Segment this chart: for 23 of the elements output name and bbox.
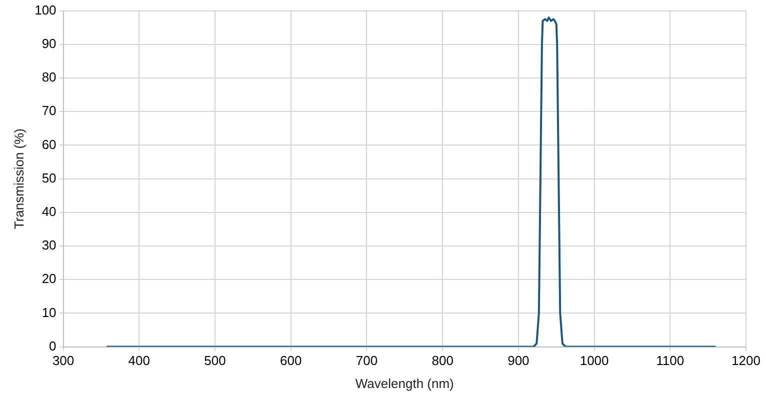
y-axis-title: Transmission (%) — [11, 128, 26, 230]
y-tick-label: 90 — [42, 36, 56, 51]
y-tick-label: 10 — [42, 304, 56, 320]
x-tick-label: 1000 — [580, 353, 609, 368]
x-tick-label: 1100 — [656, 353, 684, 368]
x-tick-label: 700 — [356, 353, 378, 368]
x-tick-label: 600 — [280, 353, 302, 368]
y-tick-label: 70 — [42, 103, 56, 118]
x-tick-label: 400 — [128, 353, 150, 368]
y-tick-label: 100 — [34, 2, 56, 18]
x-tick-label: 300 — [52, 353, 74, 368]
x-axis-title: Wavelength (nm) — [355, 376, 454, 391]
y-tick-label: 20 — [42, 271, 56, 286]
y-tick-label: 80 — [42, 70, 56, 85]
x-tick-label: 500 — [204, 353, 226, 368]
y-tick-label: 30 — [42, 238, 56, 253]
y-tick-label: 40 — [42, 204, 56, 219]
x-tick-label: 900 — [508, 353, 530, 368]
y-tick-label: 0 — [49, 338, 56, 354]
x-tick-label: 800 — [432, 353, 454, 368]
x-tick-label: 1200 — [732, 353, 760, 368]
y-tick-label: 60 — [42, 136, 56, 152]
y-tick-label: 50 — [42, 170, 56, 186]
